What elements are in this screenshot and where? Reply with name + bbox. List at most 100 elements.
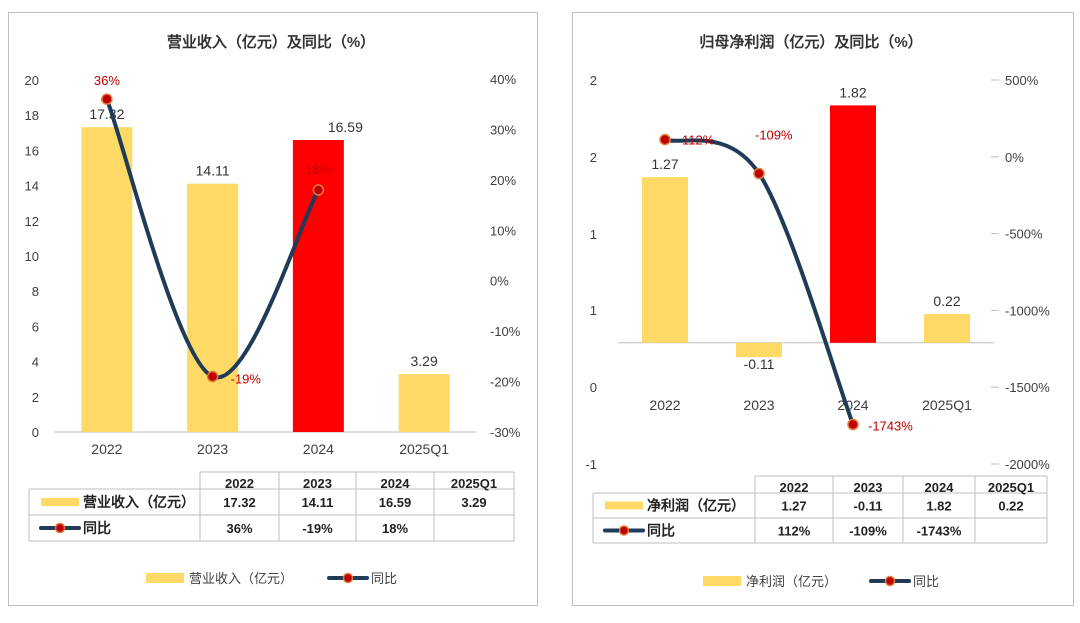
table-cell: 1.82 — [926, 499, 951, 514]
y-left-tick-label: 2 — [590, 73, 597, 88]
table-header-cell: 2022 — [780, 480, 809, 495]
x-tick-label: 2024 — [837, 397, 868, 413]
y-left-tick-label: 2 — [32, 390, 39, 405]
x-tick-label: 2023 — [197, 441, 228, 457]
y-left-tick-label: 10 — [25, 249, 39, 264]
table-header-cell: 2023 — [303, 476, 332, 491]
table-legend-swatch-bar — [605, 501, 643, 510]
table-header-cell: 2024 — [925, 480, 955, 495]
bar-value-label: -0.11 — [744, 356, 775, 372]
table-cell: -19% — [302, 521, 333, 536]
yoy-label: 18% — [305, 162, 331, 177]
x-tick-label: 2023 — [743, 397, 774, 413]
legend-swatch-bar — [146, 573, 184, 583]
table-legend-swatch-bar — [41, 498, 79, 506]
bar-2023 — [736, 342, 782, 358]
yoy-line — [663, 137, 855, 427]
table-cell: 36% — [226, 521, 252, 536]
yoy-marker — [659, 133, 671, 146]
table-row-label: 同比 — [83, 520, 111, 536]
bar-value-label: 0.22 — [933, 293, 960, 309]
table-legend-swatch-marker — [618, 525, 630, 536]
bar-value-label: 17.32 — [89, 106, 124, 122]
x-tick-label: 2022 — [649, 397, 680, 413]
legend-swatch-marker — [342, 572, 354, 584]
table-header-cell: 2023 — [854, 480, 883, 495]
yoy-label: 36% — [94, 73, 120, 88]
table-cell: 14.11 — [302, 495, 334, 510]
table-cell: 0.22 — [998, 499, 1023, 514]
table-cell: 16.59 — [379, 495, 412, 510]
y-right-tick-label: 20% — [490, 173, 516, 188]
y-left-tick-label: -1 — [585, 457, 597, 472]
chart-title: 归母净利润（亿元）及同比（%） — [699, 33, 922, 51]
x-tick-label: 2022 — [91, 441, 122, 457]
y-left-tick-label: 2 — [590, 150, 597, 165]
net-profit-chart: 归母净利润（亿元）及同比（%）22110-1500%0%-500%-1000%-… — [585, 33, 1050, 589]
yoy-label: 112% — [682, 133, 715, 148]
yoy-label: -109% — [755, 128, 793, 143]
y-left-tick-label: 1 — [590, 227, 597, 242]
y-right-tick-label: -1000% — [1005, 303, 1050, 318]
yoy-label: -19% — [231, 372, 262, 387]
table-row-label: 同比 — [647, 523, 675, 539]
bar-2022 — [81, 127, 133, 432]
bar-value-label: 14.11 — [196, 163, 230, 179]
y-left-tick-label: 0 — [590, 380, 597, 395]
x-tick-label: 2025Q1 — [399, 441, 449, 457]
table-header-cell: 2022 — [225, 476, 254, 491]
y-right-tick-label: 0% — [490, 274, 509, 289]
legend-label: 同比 — [913, 574, 939, 589]
y-right-tick-label: -10% — [490, 324, 521, 339]
yoy-marker — [206, 370, 219, 383]
bar-2024 — [830, 105, 876, 343]
legend-label: 同比 — [371, 571, 397, 586]
y-right-tick-label: -30% — [490, 425, 521, 440]
y-left-tick-label: 12 — [25, 214, 39, 229]
y-left-tick-label: 16 — [25, 143, 39, 158]
bar-2024 — [292, 140, 344, 432]
bar-2025Q1 — [398, 374, 450, 432]
net-profit-chart-panel: 归母净利润（亿元）及同比（%） 2 2 1 1 0 -1 500% 0% -500% -1000% -… — [572, 12, 1074, 606]
y-left-tick-label: 1 — [590, 303, 597, 318]
y-right-tick-label: 40% — [490, 72, 516, 87]
legend-swatch-marker — [884, 575, 896, 587]
bar-value-label: 1.27 — [651, 156, 678, 172]
bar-value-label: 16.59 — [328, 119, 363, 135]
y-left-tick-label: 6 — [32, 319, 39, 334]
table-header-cell: 2024 — [381, 476, 411, 491]
table-cell: -1743% — [917, 524, 962, 539]
legend-swatch-bar — [703, 576, 741, 586]
bar-value-label: 1.82 — [839, 84, 866, 100]
x-tick-label: 2025Q1 — [922, 397, 972, 413]
y-left-tick-label: 20 — [25, 73, 39, 88]
bar-2025Q1 — [924, 314, 970, 343]
legend-label: 净利润（亿元） — [746, 574, 837, 589]
y-left-tick-label: 0 — [32, 425, 39, 440]
table-cell: 17.32 — [223, 495, 256, 510]
table-cell: 3.29 — [461, 495, 486, 510]
bar-2023 — [187, 183, 239, 432]
y-right-tick-label: -2000% — [1005, 457, 1050, 472]
table-row-label: 营业收入（亿元） — [83, 494, 195, 510]
y-left-tick-label: 4 — [32, 355, 39, 370]
legend-label: 营业收入（亿元） — [189, 571, 293, 586]
y-left-tick-label: 14 — [25, 179, 39, 194]
table-cell: 1.27 — [781, 499, 806, 514]
y-right-tick-label: -500% — [1005, 227, 1043, 242]
revenue-chart: 营业收入（亿元）及同比（%） 0 2 4 6 8 10 12 14 16 18 20 -30% -20% -… — [25, 33, 521, 586]
y-right-tick-label: -20% — [490, 375, 521, 390]
y-right-tick-label: -1500% — [1005, 380, 1050, 395]
chart-title: 营业收入（亿元）及同比（%） — [167, 33, 375, 51]
table-legend-swatch-marker — [54, 522, 66, 534]
y-right-tick-label: 10% — [490, 223, 516, 238]
y-left-tick-label: 18 — [25, 108, 39, 123]
table-row-label: 净利润（亿元） — [647, 498, 745, 514]
table-cell: 112% — [778, 524, 811, 539]
y-right-tick-label: 0% — [1005, 150, 1024, 165]
yoy-marker — [312, 184, 325, 196]
y-right-tick-label: 500% — [1005, 73, 1039, 88]
table-cell: 18% — [382, 521, 408, 536]
x-tick-label: 2024 — [303, 441, 334, 457]
yoy-label: -1743% — [868, 419, 913, 434]
